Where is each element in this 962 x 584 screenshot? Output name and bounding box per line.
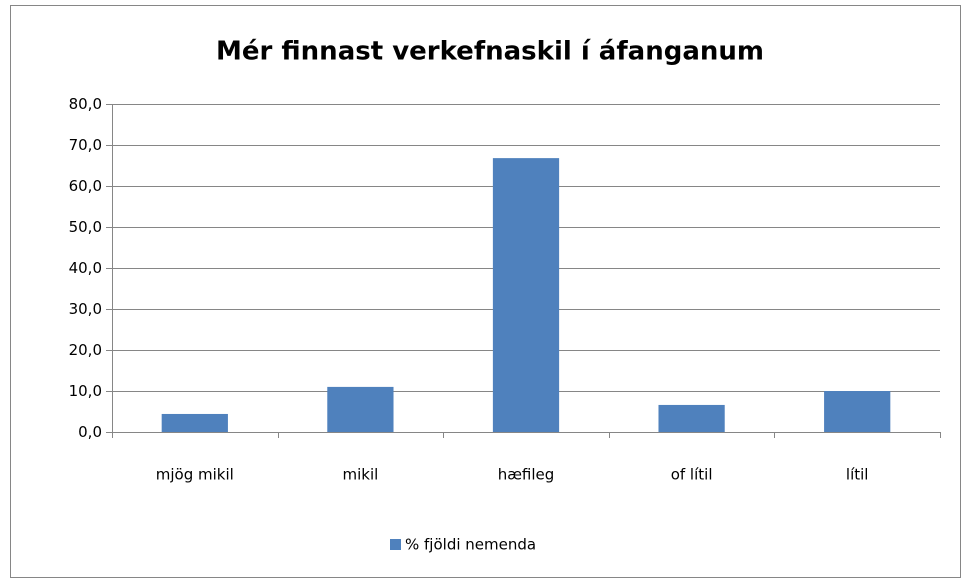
- x-tick-label: of lítil: [671, 466, 713, 484]
- x-tick-label: mjög mikil: [156, 466, 234, 484]
- chart-frame: [10, 5, 961, 578]
- bar: [327, 386, 394, 432]
- legend-label: % fjöldi nemenda: [405, 536, 536, 554]
- y-tick-label: 80,0: [69, 95, 102, 113]
- x-tick-label: hæfileg: [498, 466, 555, 484]
- y-tick-label: 20,0: [69, 341, 102, 359]
- chart-title: Mér finnast verkefnaskil í áfanganum: [216, 37, 764, 67]
- y-tick-label: 50,0: [69, 218, 102, 236]
- legend-swatch: [390, 539, 401, 550]
- bar: [824, 391, 891, 432]
- x-tick-label: mikil: [342, 466, 378, 484]
- y-tick-label: 70,0: [69, 136, 102, 154]
- y-tick-label: 30,0: [69, 300, 102, 318]
- y-tick-label: 0,0: [78, 423, 102, 441]
- bar: [161, 413, 228, 432]
- y-tick-label: 10,0: [69, 382, 102, 400]
- bar: [492, 158, 560, 432]
- x-tick-label: lítil: [846, 466, 869, 484]
- y-tick-label: 40,0: [69, 259, 102, 277]
- bar: [658, 404, 725, 432]
- y-tick-label: 60,0: [69, 177, 102, 195]
